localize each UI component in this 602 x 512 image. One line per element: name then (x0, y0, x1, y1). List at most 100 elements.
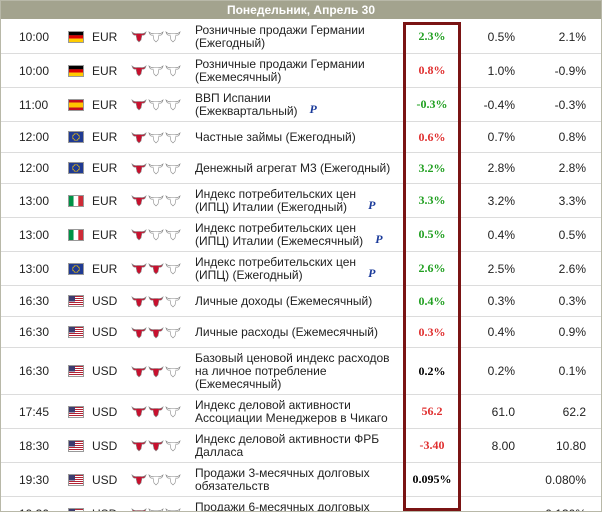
currency: USD (92, 364, 118, 378)
currency: EUR (92, 97, 118, 112)
time: 16:30 (19, 364, 50, 378)
event-row: 11:00 EUR ВВП Испании (Ежеквартальный) P -0.… (1, 88, 601, 122)
importance-icons (131, 365, 181, 377)
forecast: 2.8% (487, 161, 515, 175)
importance-icons (131, 195, 181, 207)
importance-icons (131, 229, 181, 241)
event-text: Розничные продажи Германии (Ежегодный) (195, 22, 365, 50)
event-row: 10:00 EUR Розничные продажи Германии (Ежем… (1, 54, 601, 88)
flag-icon (68, 30, 84, 43)
event-text: Денежный агрегат М3 (Ежегодный) (195, 160, 391, 175)
event-row: 12:00 EUR Частные займы (Ежегодный) 0.6% 0.7… (1, 122, 601, 153)
previous: -0.3% (554, 97, 586, 112)
currency: EUR (92, 29, 118, 44)
time: 12:00 (19, 130, 50, 144)
forecast: 0.5% (487, 29, 515, 44)
event-text: Индекс потребительских цен (ИПЦ) Италии … (195, 186, 357, 214)
importance-icons (131, 65, 181, 77)
time: 13:00 (19, 193, 50, 208)
time: 13:00 (19, 227, 50, 242)
event-name: Розничные продажи Германии (Ежегодный) (195, 20, 400, 53)
event-text: Личные расходы (Ежемесячный) (195, 324, 378, 339)
importance-icons (131, 440, 181, 452)
time: 11:00 (19, 97, 49, 112)
previous: 0.9% (558, 325, 586, 339)
flag (68, 218, 84, 251)
actual: 2.3% (418, 29, 446, 43)
forecast: -0.4% (483, 97, 515, 112)
flag (68, 348, 84, 394)
flag-icon (68, 439, 84, 452)
previous: 10.80 (555, 438, 586, 453)
time: 17:45 (19, 404, 50, 419)
flag (68, 395, 84, 428)
event-text: Частные займы (Ежегодный) (195, 129, 356, 144)
time: 12:00 (19, 161, 50, 175)
event-name: Базовый ценовой индекс расходов на лично… (195, 348, 400, 394)
importance-icons (131, 474, 181, 486)
event-name: Индекс потребительских цен (ИПЦ) Италии … (195, 184, 400, 217)
forecast: 0.3% (487, 294, 515, 308)
importance (131, 286, 191, 316)
event-name: Розничные продажи Германии (Ежемесячный) (195, 54, 400, 87)
importance (131, 429, 191, 462)
importance (131, 122, 191, 152)
previous: 2.8% (558, 161, 586, 175)
flag-icon (68, 326, 84, 338)
event-text: Базовый ценовой индекс расходов на лично… (195, 350, 390, 391)
forecast: 3.2% (487, 193, 515, 208)
event-text: Розничные продажи Германии (Ежемесячный) (195, 56, 365, 84)
importance-icons (131, 162, 181, 174)
flag (68, 317, 84, 347)
forecast: 0.7% (487, 130, 515, 144)
importance (131, 54, 191, 87)
previous: 2.1% (558, 29, 586, 44)
forecast: 0.2% (487, 364, 515, 378)
flag (68, 463, 84, 496)
previous: 2.6% (558, 261, 586, 276)
flag-icon (68, 507, 84, 511)
flag-icon (68, 162, 84, 174)
actual: 0.4% (418, 293, 446, 308)
event-text: Индекс потребительских цен (ИПЦ) Италии … (195, 220, 364, 248)
time: 10:00 (19, 63, 50, 78)
importance (131, 252, 191, 285)
flag-icon (68, 98, 84, 111)
previous: 0.080% (545, 472, 586, 487)
importance-icons (131, 295, 181, 307)
event-text: ВВП Испании (Ежеквартальный) (195, 90, 298, 118)
currency: USD (92, 438, 118, 453)
revision-mark: P (368, 266, 376, 280)
actual: -3.40 (419, 438, 445, 452)
event-name: Личные расходы (Ежемесячный) (195, 317, 400, 347)
currency: USD (92, 325, 118, 339)
flag (68, 20, 84, 53)
event-name: Индекс деловой активности ФРБ Далласа (195, 429, 400, 462)
event-row: 13:00 EUR Индекс потребительских цен (ИПЦ)… (1, 218, 601, 252)
event-name: Индекс потребительских цен (ИПЦ) Италии … (195, 218, 400, 251)
previous: -0.9% (554, 63, 586, 78)
time: 18:30 (19, 438, 50, 453)
previous: 0.130% (521, 497, 586, 512)
importance (131, 153, 191, 183)
importance-icons (131, 131, 181, 143)
event-row: 10:00 EUR Розничные продажи Германии (Ежег… (1, 20, 601, 54)
revision-mark: P (368, 198, 376, 212)
flag (68, 429, 84, 462)
event-row: 19:30 USD Продажи 3-месячных долговых обяз… (1, 463, 601, 497)
currency: EUR (92, 130, 118, 144)
flag-icon (68, 405, 84, 418)
event-text: Продажи 6-месячных долговых обязательств (195, 499, 370, 512)
importance (131, 348, 191, 394)
flag-icon (68, 131, 84, 143)
flag (68, 286, 84, 316)
previous: 0.1% (558, 364, 586, 378)
currency: USD (92, 294, 118, 308)
currency: EUR (92, 161, 118, 175)
currency: EUR (92, 227, 118, 242)
event-name: ВВП Испании (Ежеквартальный) P (195, 88, 400, 121)
flag-icon (68, 365, 84, 377)
time: 13:00 (19, 261, 50, 276)
event-row: 19:30 USD Продажи 6-месячных долговых обяз… (1, 497, 601, 512)
importance-icons (131, 326, 181, 338)
